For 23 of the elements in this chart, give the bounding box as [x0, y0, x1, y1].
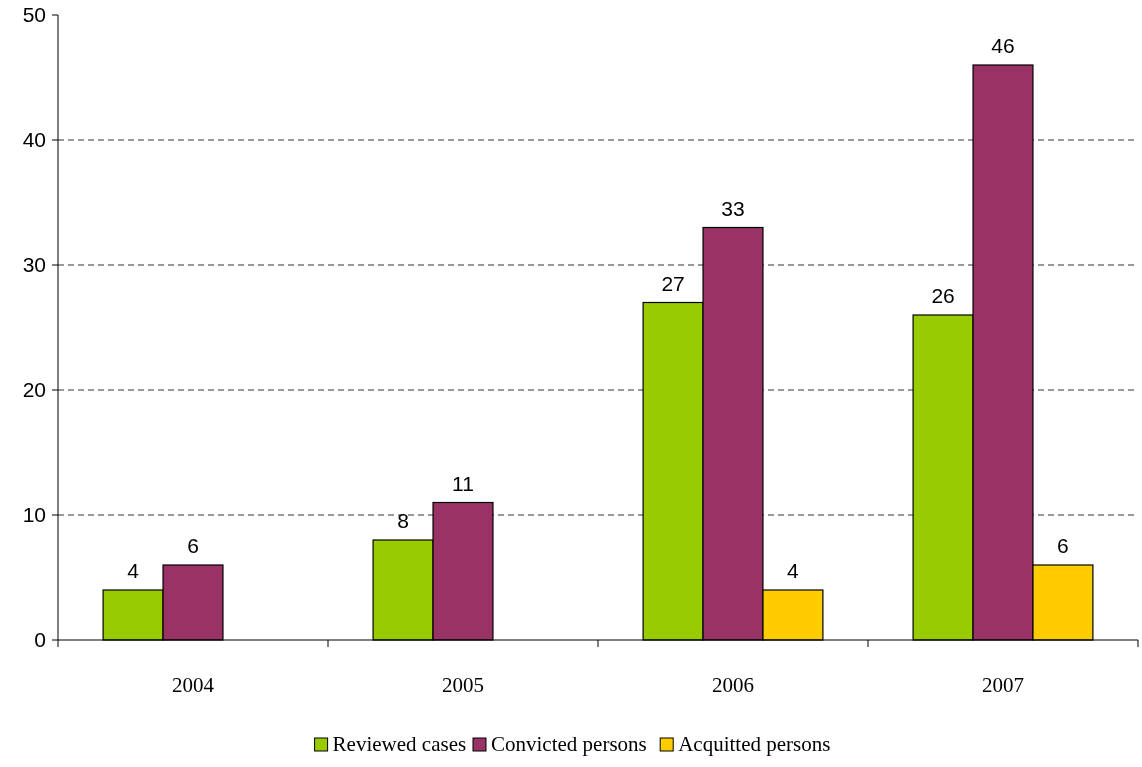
data-label: 4 [127, 559, 140, 582]
y-tick-label: 30 [22, 253, 46, 277]
legend-label: Acquitted persons [678, 732, 831, 756]
data-label: 8 [397, 509, 409, 532]
x-tick-label: 2005 [442, 673, 484, 697]
y-tick-label: 10 [22, 503, 46, 527]
legend-label: Convicted persons [491, 732, 647, 756]
data-label: 6 [187, 534, 199, 557]
x-tick-label: 2004 [172, 673, 215, 697]
data-label: 33 [721, 196, 745, 220]
data-label: 4 [787, 559, 800, 582]
x-tick-label: 2006 [712, 673, 754, 697]
data-label: 26 [931, 284, 955, 307]
y-tick-label: 40 [22, 128, 46, 152]
y-tick-label: 0 [34, 628, 46, 652]
data-label: 46 [991, 34, 1015, 57]
y-tick-label: 50 [22, 3, 46, 27]
y-tick-label: 20 [22, 378, 46, 402]
data-label: 6 [1057, 534, 1069, 557]
data-label: 27 [661, 271, 685, 295]
data-label: 11 [452, 471, 474, 495]
legend-label: Reviewed cases [332, 732, 467, 756]
x-tick-label: 2007 [982, 673, 1024, 697]
